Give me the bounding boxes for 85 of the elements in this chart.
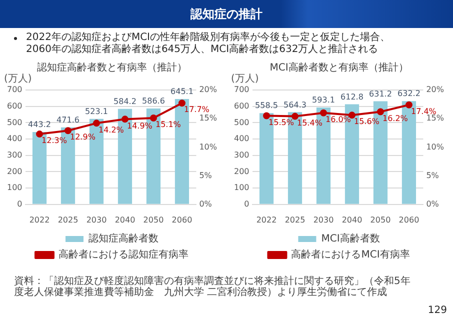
data-label: 14.2% — [98, 125, 125, 134]
y-tick-label: 500 — [7, 118, 23, 127]
y2-tick-label: 5% — [426, 170, 440, 180]
y-tick-label: 400 — [234, 134, 250, 144]
chart-title: 認知症高齢者数と有病率（推計） — [37, 62, 188, 74]
point — [150, 114, 158, 122]
data-label: 612.8 — [340, 92, 364, 102]
y2-tick-label: 0% — [199, 199, 213, 208]
y-tick-label: 100 — [7, 183, 23, 192]
data-label: 564.3 — [283, 100, 306, 110]
point — [122, 116, 129, 123]
x-tick-label: 2050 — [370, 215, 390, 224]
y2-tick-label: 0% — [426, 199, 440, 208]
data-label: 586.6 — [142, 96, 166, 106]
data-label: 632.2 — [397, 89, 420, 98]
point — [93, 120, 100, 127]
legend-label: MCI高齢者数 — [320, 232, 380, 245]
data-label: 631.2 — [368, 89, 392, 98]
text: 2022年の認知症およびMCIの性年齢階級別有病率が今後も一定と仮定した場合、 2060年の認知症者高齢者数は645万人、MCI高齢者数は632万人と推計される — [26, 32, 390, 56]
y-tick-label: 400 — [7, 134, 23, 144]
x-tick-label: 2022 — [256, 215, 276, 224]
x-tick-label: 2030 — [86, 215, 107, 224]
x-tick-label: 2040 — [342, 215, 362, 224]
data-label: 12.9% — [70, 132, 96, 142]
legend-label: 高齢者におけるMCI有病率 — [290, 248, 410, 261]
y-tick-label: 300 — [234, 150, 250, 160]
x-tick-label: 2060 — [172, 215, 192, 224]
point — [178, 100, 186, 107]
data-label: 558.5 — [254, 101, 278, 110]
y2-tick-label: 10% — [199, 142, 218, 152]
y2-tick-label: 20% — [199, 85, 218, 94]
x-tick-label: 2050 — [144, 215, 164, 224]
x-tick-label: 2060 — [398, 215, 419, 224]
data-label: 523.1 — [85, 106, 108, 116]
x-tick-label: 2022 — [30, 215, 50, 224]
y-tick-label: 300 — [7, 150, 23, 160]
point — [291, 112, 298, 120]
x-tick-label: 2040 — [115, 215, 136, 224]
y-axis-title: (万人) — [4, 74, 32, 85]
data-label: 17.7% — [184, 105, 210, 114]
text: 認知症の推計 — [0, 0, 453, 28]
legend-label: 高齢者における認知症有病率 — [58, 248, 189, 261]
data-label: 645.1 — [170, 87, 194, 96]
data-label: 15.6% — [354, 117, 380, 126]
data-label: 14.9% — [127, 121, 154, 130]
text: 資料：「認知症及び軽度認知障害の有病率調査並びに将来推計に関する研究」（令和5年度老人保健事業推進費等補助金 九州大学 二宮利治教授）より厚生労働省にて作成 — [14, 276, 412, 298]
y-tick-label: 700 — [234, 85, 250, 94]
x-tick-label: 2025 — [58, 215, 78, 224]
y-tick-label: 600 — [234, 101, 250, 110]
point — [36, 130, 44, 138]
y-tick-label: 0 — [244, 199, 250, 208]
data-label: 593.1 — [312, 96, 335, 105]
data-label: 12.3% — [42, 136, 68, 146]
data-label: 16.2% — [382, 114, 408, 123]
y-tick-label: 100 — [234, 183, 250, 192]
x-tick-label: 2025 — [284, 215, 305, 224]
data-label: 15.4% — [296, 118, 323, 128]
y2-tick-label: 5% — [199, 170, 213, 180]
y-tick-label: 200 — [7, 166, 23, 176]
data-label: 584.2 — [114, 97, 137, 106]
x-tick-label: 2030 — [313, 215, 334, 224]
data-label: 17.4% — [410, 106, 437, 116]
y-tick-label: 700 — [7, 85, 23, 94]
y-tick-label: 200 — [234, 166, 250, 176]
data-label: 16.0% — [325, 114, 352, 124]
point — [320, 109, 327, 116]
data-label: 471.6 — [56, 115, 80, 124]
y2-tick-label: 15% — [426, 114, 444, 123]
y-tick-label: 500 — [234, 118, 250, 127]
text: 129 — [428, 305, 447, 316]
data-label: 15.5% — [268, 118, 294, 127]
y2-tick-label: 15% — [199, 114, 218, 123]
y2-tick-label: 10% — [426, 142, 444, 152]
data-label: 15.1% — [156, 120, 182, 130]
point — [405, 101, 412, 108]
point — [376, 108, 384, 116]
y-tick-label: 600 — [7, 101, 23, 110]
y2-tick-label: 20% — [426, 85, 444, 94]
chart-title: MCI高齢者数と有病率（推計） — [269, 62, 408, 74]
point — [262, 112, 270, 120]
legend-label: 認知症高齢者数 — [88, 232, 159, 245]
y-axis-title: (万人) — [230, 74, 259, 85]
data-label: 443.2 — [28, 120, 52, 130]
y-tick-label: 0 — [17, 199, 23, 208]
point — [64, 127, 72, 134]
